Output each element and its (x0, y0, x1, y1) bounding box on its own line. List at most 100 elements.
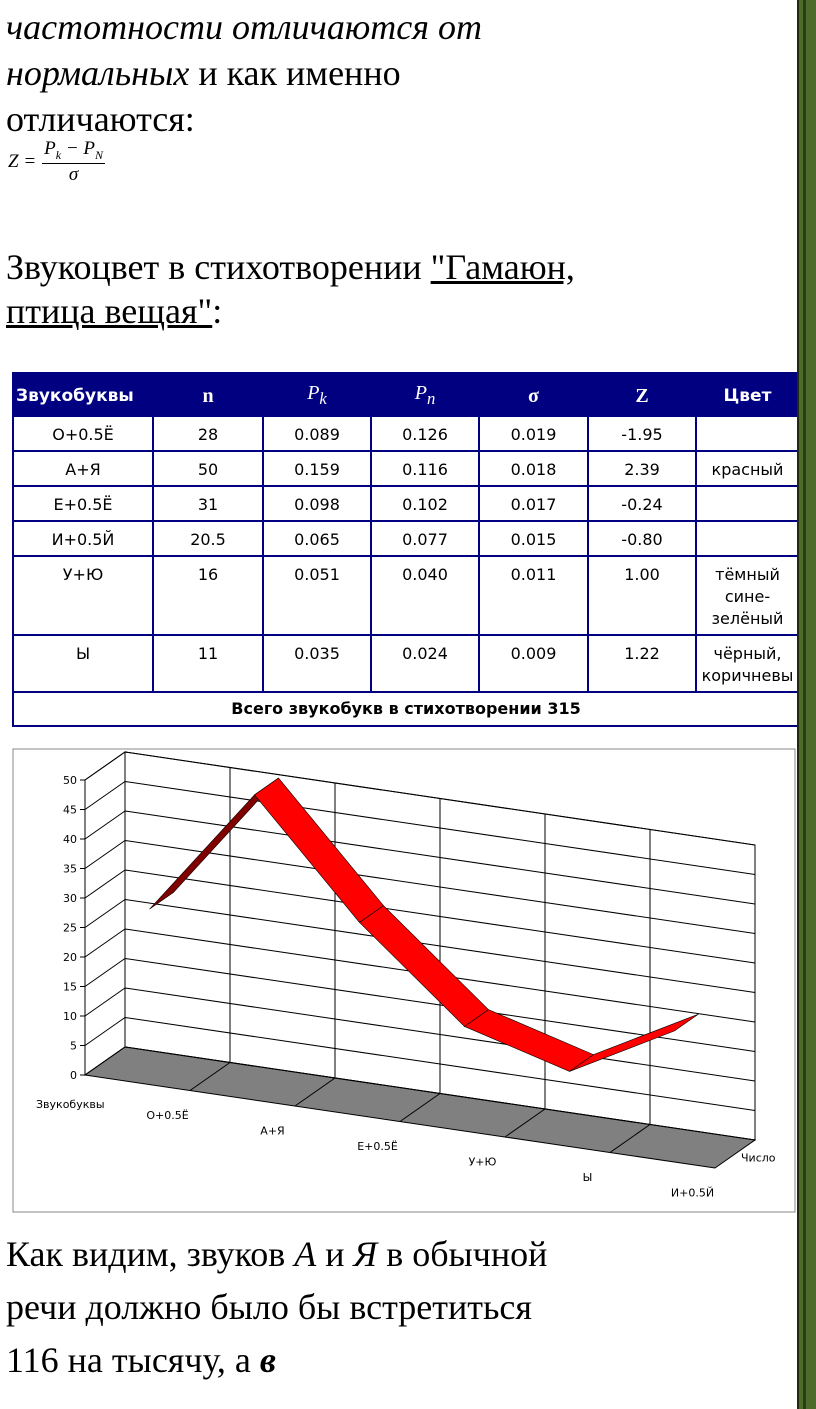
y-tick-label: 0 (70, 1069, 77, 1082)
paragraph: Как видим, звуков А и Я в обычной речи до… (6, 1228, 786, 1387)
table-cell: О+0.5Ё (12, 415, 154, 452)
x-tick-label: А+Я (260, 1124, 284, 1137)
fraction: Pk − PN σ (42, 138, 106, 186)
header-cell: Pk (262, 372, 372, 417)
subscript: k (55, 147, 62, 162)
symbol: P (44, 138, 56, 159)
floor-divider (504, 1108, 546, 1138)
formula-lhs: Z (8, 150, 19, 172)
header-cell: σ (478, 372, 589, 417)
numerator: Pk − PN (42, 138, 106, 164)
text-run: в обычной (377, 1234, 548, 1274)
table-cell: 16 (152, 555, 264, 636)
grid-line (84, 928, 756, 1023)
table-cell: 2.39 (587, 450, 697, 487)
table-cell: 31 (152, 485, 264, 522)
x-tick-label: Е+0.5Ё (357, 1140, 398, 1153)
symbol: P (83, 138, 96, 159)
series-label: Число (741, 1152, 776, 1165)
text-run: и как именно (189, 53, 401, 93)
x-tick-label: У+Ю (469, 1155, 497, 1168)
grid-line (84, 898, 756, 993)
formula-eq: = (23, 150, 37, 172)
table-row: Е+0.5Ё 31 0.098 0.102 0.017 -0.24 (12, 485, 800, 522)
table-cell (695, 415, 800, 452)
header-cell: n (152, 372, 264, 417)
table-cell: 20.5 (152, 520, 264, 557)
table-cell: 0.159 (262, 450, 372, 487)
table-cell: -0.24 (587, 485, 697, 522)
y-tick-label: 10 (63, 1010, 77, 1023)
table-cell (695, 520, 800, 557)
text-run: Я (353, 1234, 378, 1274)
paragraph: Звукоцвет в стихотворении "Гамаюн, птица … (6, 245, 786, 333)
table-cell: 0.024 (370, 634, 480, 693)
text-run: и (316, 1234, 354, 1274)
table-cell: красный (695, 450, 800, 487)
table-row: Ы 11 0.035 0.024 0.009 1.22 чёрный, коричневы (12, 634, 800, 693)
text-run: 116 на тысячу, а (6, 1340, 260, 1380)
table-cell: 0.051 (262, 555, 372, 636)
header-cell: Звукобуквы (12, 372, 154, 417)
table-cell: 0.035 (262, 634, 372, 693)
grid-line (84, 810, 756, 905)
table-cell: И+0.5Й (12, 520, 154, 557)
y-tick-label: 50 (63, 774, 77, 787)
table-cell: 50 (152, 450, 264, 487)
table-cell: 0.017 (478, 485, 589, 522)
footer-row: Всего звукобукв в стихотворении 315 (12, 691, 800, 727)
grid-line (84, 1016, 756, 1111)
x-tick-label: Ы (583, 1171, 593, 1184)
text-line: Как видим, звуков А и Я в обычной (6, 1228, 786, 1281)
y-tick-label: 25 (63, 922, 77, 935)
table-row: У+Ю 16 0.051 0.040 0.011 1.00 тёмный сине-зелё… (12, 555, 800, 636)
text-line: речи должно было бы встретиться (6, 1281, 786, 1334)
table-cell: 0.018 (478, 450, 589, 487)
floor-divider (399, 1093, 441, 1122)
floor-divider (294, 1077, 336, 1107)
table-cell: 0.011 (478, 555, 589, 636)
text-run: А (294, 1234, 317, 1274)
text-run: частотности отличаются от (6, 7, 482, 47)
x-tick-label: О+0.5Ё (146, 1109, 188, 1122)
text-line: Звукоцвет в стихотворении "Гамаюн, (6, 245, 786, 289)
table-cell: 0.102 (370, 485, 480, 522)
table-cell: 0.098 (262, 485, 372, 522)
table-cell: 1.22 (587, 634, 697, 693)
table: Звукобуквы n Pk Pn σ Z Цвет О+0.5Ё 28 0.089 0.126 0… (12, 372, 800, 727)
text-run: Звукоцвет в стихотворении (6, 247, 431, 287)
x-axis-title: Звукобуквы (36, 1098, 105, 1111)
page-border (797, 0, 816, 1409)
table-cell: -1.95 (587, 415, 697, 452)
table-cell: А+Я (12, 450, 154, 487)
table-cell: Е+0.5Ё (12, 485, 154, 522)
y-tick-label: 5 (70, 1040, 77, 1053)
formula: Z = Pk − PN σ (8, 138, 106, 186)
y-tick-label: 20 (63, 951, 77, 964)
grid-line (84, 751, 756, 846)
table-cell: чёрный, коричневы (695, 634, 800, 693)
y-tick-label: 45 (63, 804, 77, 817)
table-cell: 1.00 (587, 555, 697, 636)
floor-divider (609, 1124, 651, 1153)
minus: − (65, 138, 79, 159)
chart: 0 5 10 15 20 25 30 35 40 45 50 Звукобуквы О+0.5Ё А+Я Е… (12, 748, 796, 1213)
text-run: отличаются: (6, 99, 195, 139)
table-cell: 0.009 (478, 634, 589, 693)
y-tick-label: 35 (63, 863, 77, 876)
link[interactable]: птица вещая" (6, 291, 213, 331)
table-cell: 0.040 (370, 555, 480, 636)
link[interactable]: "Гамаюн, (430, 247, 575, 287)
text-line: частотности отличаются от (6, 4, 786, 50)
table-cell: 0.126 (370, 415, 480, 452)
grid-line (84, 957, 756, 1052)
table-row: О+0.5Ё 28 0.089 0.126 0.019 -1.95 (12, 415, 800, 452)
table-cell: 0.065 (262, 520, 372, 557)
table-cell: У+Ю (12, 555, 154, 636)
table-cell (695, 485, 800, 522)
x-tick-label: И+0.5Й (671, 1186, 714, 1199)
table-cell: -0.80 (587, 520, 697, 557)
text-run: : (212, 291, 223, 331)
subscript: k (319, 389, 327, 408)
